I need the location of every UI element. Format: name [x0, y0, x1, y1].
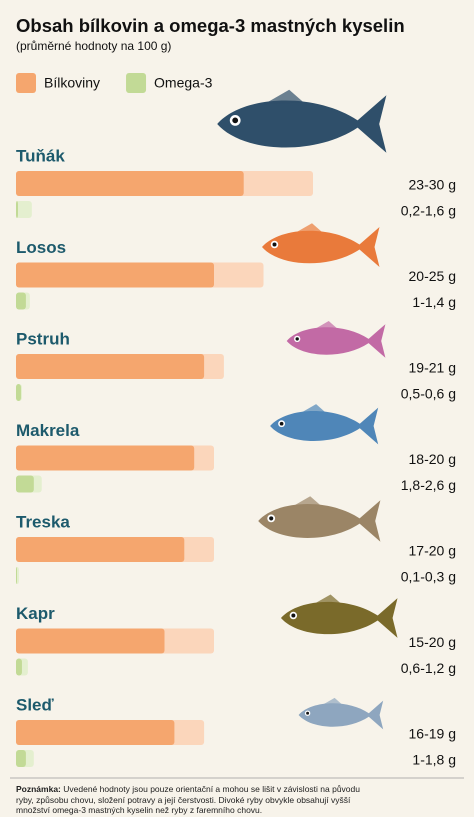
- note-text: Uvedené hodnoty jsou pouze orientační a …: [16, 784, 360, 815]
- bar: [16, 658, 22, 676]
- value-label: 19-21 g: [409, 360, 456, 376]
- chart-title: Obsah bílkovin a omega-3 mastných kyseli…: [16, 15, 405, 36]
- bar: [16, 720, 175, 745]
- range-bar: [16, 201, 32, 218]
- bar: [16, 628, 165, 654]
- category-label: Tuňák: [16, 146, 65, 165]
- chart-subtitle: (průměrné hodnoty na 100 g): [16, 39, 171, 53]
- fish-cod: [258, 496, 381, 542]
- legend-label: Omega-3: [154, 75, 213, 91]
- bar: [16, 750, 26, 767]
- fish-mackerel: [270, 404, 379, 445]
- value-label: 15-20 g: [409, 634, 456, 650]
- fish-tuna: [217, 89, 387, 153]
- category-label: Makrela: [16, 421, 80, 440]
- value-label: 1-1,4 g: [412, 294, 456, 310]
- value-label: 18-20 g: [409, 451, 456, 467]
- category-label: Kapr: [16, 604, 55, 623]
- fish-trout: [286, 321, 386, 358]
- bar: [16, 262, 214, 288]
- fish-salmon: [262, 223, 380, 267]
- bar: [16, 384, 21, 401]
- fish-herring: [298, 697, 384, 730]
- value-label: 0,1-0,3 g: [401, 569, 456, 585]
- value-label: 17-20 g: [409, 543, 456, 559]
- legend-swatch: [126, 73, 147, 93]
- value-label: 1,8-2,6 g: [401, 477, 456, 493]
- value-label: 0,6-1,2 g: [401, 660, 456, 676]
- bar: [16, 475, 34, 493]
- bar: [16, 445, 195, 471]
- bar: [16, 201, 18, 218]
- bar: [16, 354, 205, 379]
- note-label: Poznámka:: [16, 784, 61, 794]
- value-label: 1-1,8 g: [412, 752, 456, 768]
- legend-swatch: [16, 73, 36, 93]
- category-label: Treska: [16, 512, 70, 531]
- bar: [16, 537, 185, 562]
- legend-label: Bílkoviny: [44, 75, 100, 91]
- category-label: Losos: [16, 238, 66, 257]
- category-label: Sleď: [16, 695, 55, 714]
- value-label: 23-30 g: [409, 177, 456, 193]
- value-label: 0,2-1,6 g: [401, 203, 456, 219]
- value-label: 16-19 g: [409, 726, 456, 742]
- bar: [16, 567, 17, 584]
- value-label: 0,5-0,6 g: [401, 386, 456, 402]
- bar: [16, 171, 244, 196]
- value-label: 20-25 g: [409, 268, 456, 284]
- bar: [16, 292, 26, 310]
- note: Poznámka: Uvedené hodnoty jsou pouze ori…: [16, 784, 376, 816]
- fish-carp: [280, 594, 398, 638]
- category-label: Pstruh: [16, 329, 70, 348]
